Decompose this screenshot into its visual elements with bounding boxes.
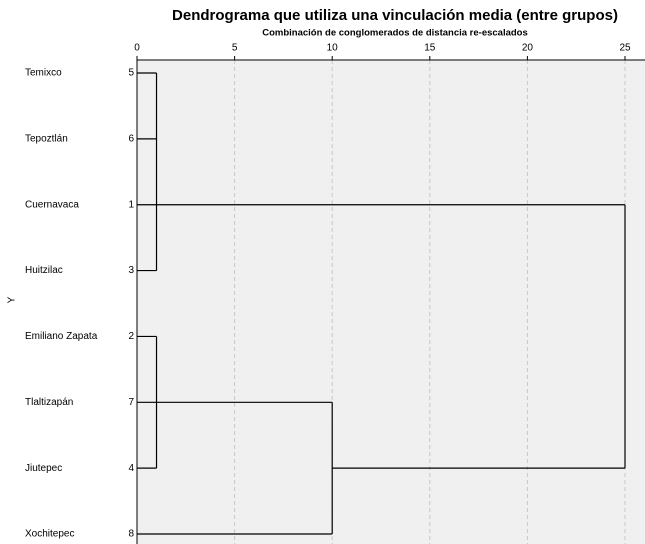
chart-title: Dendrograma que utiliza una vinculación … (172, 7, 618, 24)
plot-area (137, 60, 645, 544)
leaf-label: Jiutepec (25, 463, 62, 474)
x-tick-label: 15 (424, 43, 436, 54)
leaf-label: Cuernavaca (25, 199, 79, 210)
leaf-id: 2 (128, 331, 134, 342)
leaf-id: 4 (128, 463, 134, 474)
leaf-label: Tlaltizapán (25, 397, 73, 408)
x-tick-label: 5 (232, 43, 238, 54)
leaf-id: 1 (128, 199, 134, 210)
leaf-label: Emiliano Zapata (25, 331, 98, 342)
leaf-id: 5 (128, 68, 134, 79)
x-tick-label: 25 (619, 43, 631, 54)
leaf-label: Xochitepec (25, 529, 74, 540)
leaf-id: 7 (128, 397, 134, 408)
x-tick-label: 0 (134, 43, 140, 54)
leaf-id: 8 (128, 529, 134, 540)
y-axis-label: Y (7, 296, 18, 303)
leaf-label: Temixco (25, 68, 62, 79)
x-tick-label: 20 (522, 43, 534, 54)
leaf-label: Huitzilac (25, 265, 63, 276)
leaf-label: Tepoztlán (25, 134, 68, 145)
chart-subtitle: Combinación de conglomerados de distanci… (262, 28, 528, 39)
x-tick-label: 10 (327, 43, 339, 54)
leaf-id: 6 (128, 134, 134, 145)
leaf-id: 3 (128, 265, 134, 276)
